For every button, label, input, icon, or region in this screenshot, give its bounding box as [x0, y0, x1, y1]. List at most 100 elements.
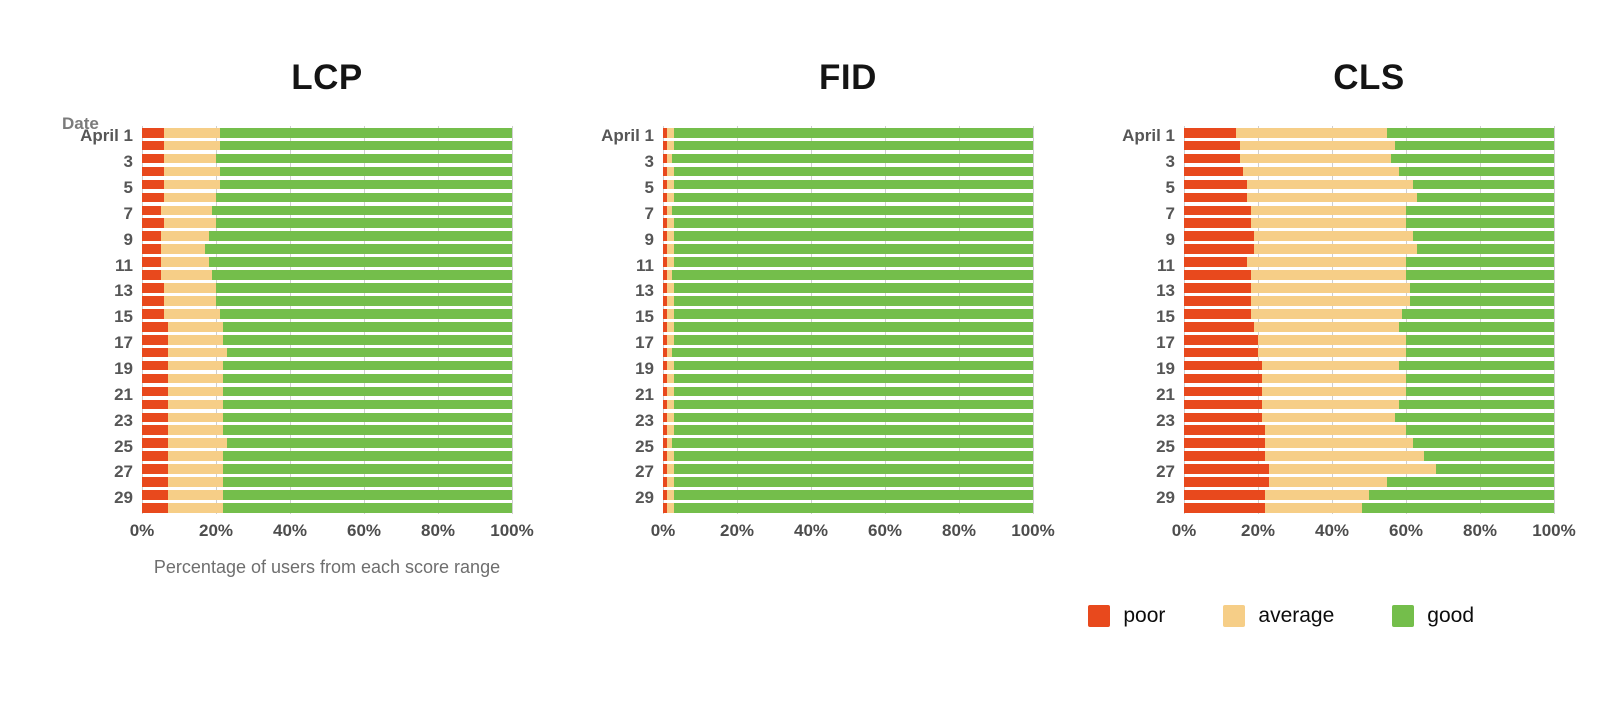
bar-row	[663, 437, 1033, 450]
bar-segment-poor	[1184, 334, 1258, 345]
bar-segment-good	[227, 438, 512, 449]
row-label: 25	[114, 436, 133, 456]
stacked-bar	[1184, 296, 1554, 306]
chart-title-fid: FID	[819, 58, 877, 97]
row-label: 11	[115, 255, 133, 275]
bar-segment-good	[674, 296, 1033, 306]
bar-segment-poor	[663, 334, 667, 345]
bar-segment-good	[672, 438, 1033, 449]
bar-segment-poor	[1184, 503, 1266, 513]
bar-segment-average	[160, 231, 209, 242]
bar-row	[142, 139, 512, 152]
stacked-bar	[142, 127, 512, 138]
bar-segment-average	[1261, 373, 1406, 384]
y-axis-labels: April 1 3 5 7 9 11 13 15 17 19 21 23 25 27 29	[1088, 126, 1184, 514]
bar-segment-poor	[142, 153, 165, 164]
x-tick-label: 40%	[272, 521, 308, 541]
stacked-bar	[1184, 451, 1554, 461]
bar-segment-average	[167, 321, 224, 332]
stacked-bar	[142, 347, 512, 358]
bar-segment-good	[219, 140, 512, 151]
stacked-bar	[1184, 257, 1554, 267]
legend: poor average good	[0, 604, 1600, 628]
bar-segment-poor	[1184, 127, 1236, 138]
bar-segment-poor	[663, 244, 667, 254]
bar-segment-poor	[1184, 192, 1247, 203]
bar-segment-poor	[1184, 309, 1251, 319]
row-label: 19	[635, 358, 654, 378]
bar-segment-average	[1250, 296, 1410, 306]
bar-segment-poor	[142, 334, 168, 345]
bar-row	[663, 307, 1033, 320]
bar-segment-average	[1254, 231, 1414, 242]
stacked-bar	[663, 179, 1033, 190]
bar-segment-poor	[142, 321, 168, 332]
bar-row	[1184, 333, 1554, 346]
bar-segment-good	[1405, 257, 1554, 267]
row-label: 3	[123, 152, 133, 172]
row-label: 17	[635, 333, 654, 353]
bar-segment-poor	[663, 360, 667, 371]
bar-segment-average	[666, 347, 673, 358]
x-axis: 0% 20% 40% 60% 80% 100%	[651, 521, 1055, 545]
stacked-bar	[663, 373, 1033, 384]
row-label: 5	[644, 177, 654, 197]
bar-segment-good	[1402, 309, 1554, 319]
bar-segment-good	[1413, 231, 1554, 242]
bar-segment-average	[1246, 257, 1406, 267]
bar-segment-good	[1405, 218, 1554, 229]
stacked-bar	[663, 153, 1033, 164]
bar-segment-average	[1250, 309, 1403, 319]
bar-segment-poor	[142, 140, 165, 151]
stacked-bar	[142, 205, 512, 216]
bar-segment-average	[167, 386, 224, 397]
stacked-bar	[1184, 490, 1554, 500]
stacked-bar	[1184, 425, 1554, 436]
row-label: 29	[114, 488, 133, 508]
bar-segment-average	[666, 257, 675, 267]
legend-item-good: good	[1392, 604, 1474, 628]
bar-segment-good	[674, 192, 1033, 203]
bar-segment-poor	[663, 192, 667, 203]
y-axis-labels: April 1 3 5 7 9 11 13 15 17 19 21 23 25 27 29	[46, 126, 142, 514]
bar-segment-poor	[663, 205, 667, 216]
bar-row	[663, 320, 1033, 333]
x-tick-label: 100%	[490, 521, 534, 541]
bar-segment-poor	[663, 296, 667, 306]
gridline	[885, 126, 886, 515]
bar-row	[1184, 152, 1554, 165]
bar-segment-good	[674, 309, 1033, 319]
bar-segment-average	[1235, 127, 1388, 138]
stacked-bar	[663, 425, 1033, 436]
row-label: 23	[114, 410, 133, 430]
bar-segment-average	[666, 321, 675, 332]
stacked-bar	[663, 244, 1033, 254]
bar-row	[663, 372, 1033, 385]
bar-segment-average	[1254, 244, 1418, 254]
bar-segment-poor	[1184, 179, 1247, 190]
bar-segment-average	[1269, 464, 1436, 474]
bar-segment-good	[1387, 477, 1554, 487]
bar-segment-good	[1394, 140, 1554, 151]
x-tick-label: 60%	[346, 521, 382, 541]
stacked-bar	[142, 386, 512, 397]
x-axis: 0% 20% 40% 60% 80% 100%	[130, 521, 534, 545]
row-label: 15	[1156, 307, 1175, 327]
row-label: 7	[644, 203, 654, 223]
bar-row	[142, 385, 512, 398]
gridline	[438, 126, 439, 515]
bar-segment-good	[215, 218, 512, 229]
row-label: 23	[635, 410, 654, 430]
bar-segment-average	[666, 244, 675, 254]
bar-segment-good	[674, 477, 1033, 487]
bar-segment-poor	[663, 218, 667, 229]
bar-segment-poor	[1184, 373, 1262, 384]
bar-row	[1184, 424, 1554, 437]
bar-segment-average	[666, 153, 673, 164]
bar-segment-poor	[1184, 166, 1244, 177]
bar-segment-good	[219, 179, 512, 190]
bar-segment-poor	[663, 386, 667, 397]
bar-segment-average	[1239, 140, 1395, 151]
bar-segment-average	[666, 425, 675, 436]
bar-segment-good	[215, 153, 512, 164]
